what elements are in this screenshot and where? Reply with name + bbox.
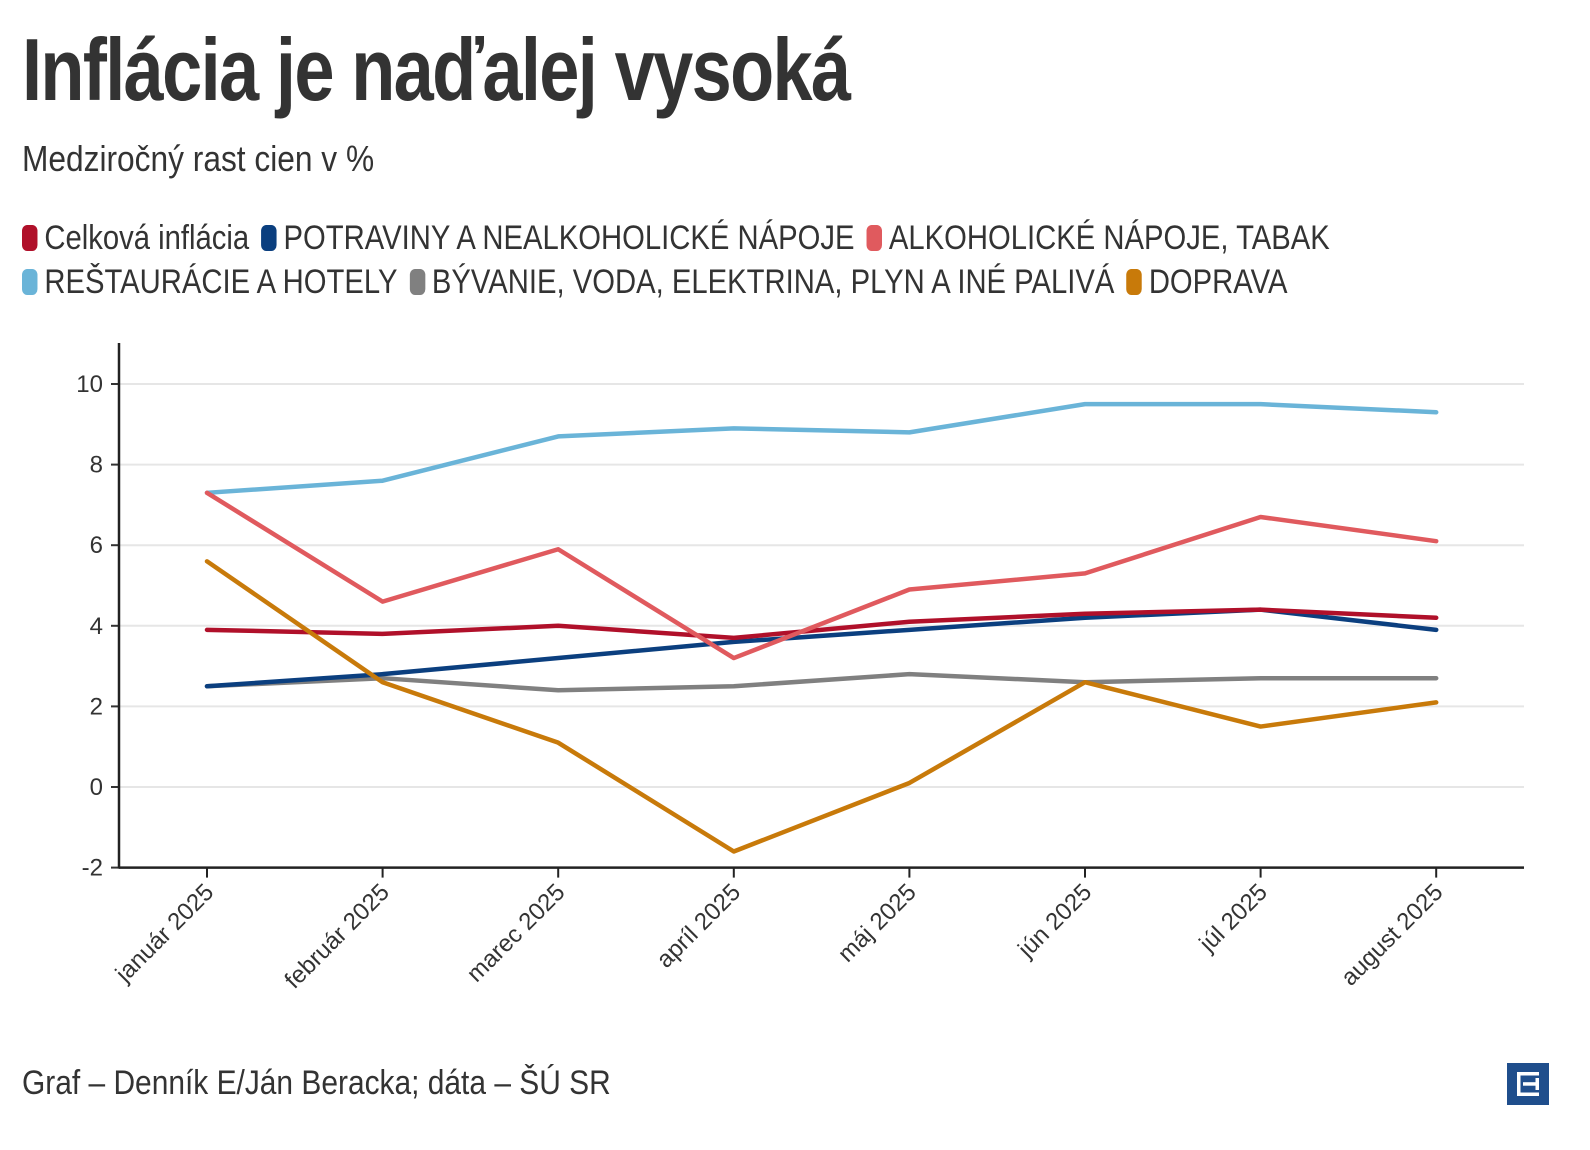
- chart-subtitle: Medziročný rast cien v %: [22, 138, 375, 179]
- x-tick-label: február 2025: [280, 879, 395, 994]
- y-tick-label: 2: [90, 693, 103, 720]
- legend-item[interactable]: POTRAVINY A NEALKOHOLICKÉ NÁPOJE: [261, 219, 854, 258]
- legend-label: ALKOHOLICKÉ NÁPOJE, TABAK: [888, 218, 1330, 257]
- chart-title: Inflácia je naďalej vysoká: [22, 20, 851, 119]
- legend-item[interactable]: BÝVANIE, VODA, ELEKTRINA, PLYN A INÉ PAL…: [409, 262, 1115, 302]
- y-tick-label: 10: [76, 371, 103, 398]
- x-tick-label: január 2025: [110, 879, 219, 988]
- denník-e-logo-icon[interactable]: [1507, 1063, 1549, 1105]
- x-tick-label: máj 2025: [833, 879, 922, 968]
- series-line-0[interactable]: [204, 607, 1439, 641]
- legend-item[interactable]: DOPRAVA: [1126, 263, 1287, 302]
- legend-swatch-icon: [22, 225, 38, 251]
- source-credit: Graf – Denník E/Ján Beracka; dáta – ŠÚ S…: [22, 1064, 611, 1102]
- legend-item[interactable]: ALKOHOLICKÉ NÁPOJE, TABAK: [866, 218, 1330, 258]
- y-tick-label: 4: [90, 613, 103, 640]
- legend-label: DOPRAVA: [1148, 262, 1288, 301]
- legend-swatch-icon: [866, 225, 882, 251]
- legend: Celková inflácia POTRAVINY A NEALKOHOLICK…: [22, 216, 1582, 304]
- logo-glyph-icon: [1517, 1072, 1539, 1096]
- series-line-5[interactable]: [204, 559, 1439, 854]
- x-tick-label: júl 2025: [1194, 879, 1273, 958]
- x-tick-label: apríl 2025: [651, 879, 746, 974]
- legend-item[interactable]: Celková inflácia: [22, 219, 249, 258]
- y-tick-label: 8: [90, 452, 103, 479]
- legend-swatch-icon: [1126, 269, 1142, 295]
- legend-label: REŠTAURÁCIE A HOTELY: [44, 262, 398, 301]
- y-tick-label: 0: [90, 774, 103, 801]
- series-line-2[interactable]: [204, 490, 1439, 661]
- series-line-3[interactable]: [204, 401, 1439, 496]
- x-tick-label: august 2025: [1336, 879, 1449, 992]
- legend-label: Celková inflácia: [44, 218, 250, 257]
- legend-swatch-icon: [261, 225, 277, 251]
- line-chart: -2 0 2 4 6 8 10 január 2025 február 2025 marec 20…: [76, 343, 1524, 994]
- legend-item[interactable]: REŠTAURÁCIE A HOTELY: [22, 263, 397, 302]
- x-tick-label: marec 2025: [462, 879, 571, 988]
- legend-row: Celková inflácia POTRAVINY A NEALKOHOLICK…: [22, 216, 1364, 260]
- y-tick-label: 6: [90, 532, 103, 559]
- x-tick-label: jún 2025: [1012, 879, 1097, 964]
- series-line-1[interactable]: [204, 607, 1439, 689]
- series-line-4[interactable]: [204, 671, 1439, 693]
- y-tick-label: -2: [82, 855, 103, 882]
- legend-swatch-icon: [409, 269, 426, 295]
- legend-label: POTRAVINY A NEALKOHOLICKÉ NÁPOJE: [283, 218, 855, 257]
- legend-label: BÝVANIE, VODA, ELEKTRINA, PLYN A INÉ PAL…: [431, 262, 1115, 301]
- legend-row: REŠTAURÁCIE A HOTELY BÝVANIE, VODA, ELEKT…: [22, 260, 1364, 304]
- legend-swatch-icon: [22, 269, 38, 295]
